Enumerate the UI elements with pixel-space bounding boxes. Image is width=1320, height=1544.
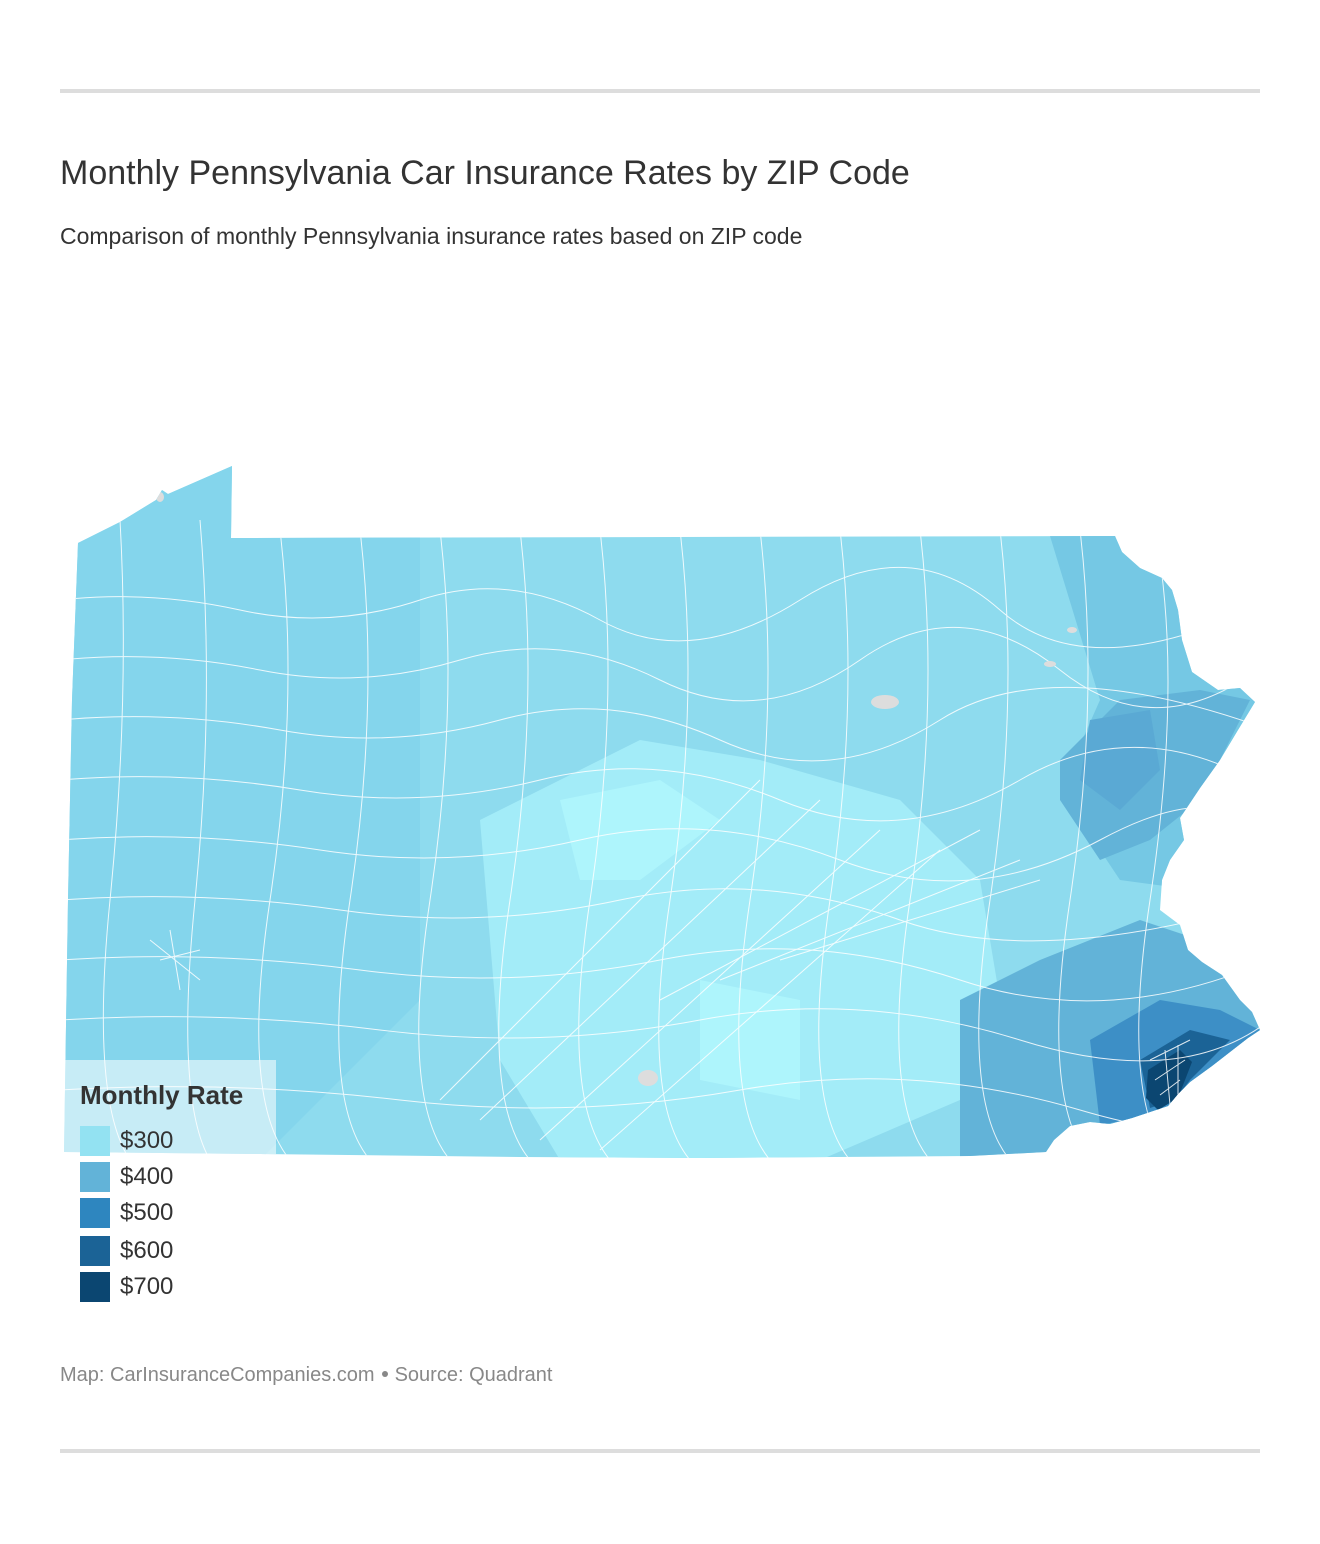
legend-label-700: $700 (120, 1273, 174, 1300)
legend-item-700: $700 (80, 1272, 173, 1302)
legend-swatch-400 (80, 1162, 110, 1192)
legend-swatch-500 (80, 1198, 110, 1228)
legend-title: Monthly Rate (80, 1080, 244, 1110)
zip-boundaries (64, 519, 1260, 1158)
legend-label-300: $300 (120, 1127, 174, 1154)
page-subtitle: Comparison of monthly Pennsylvania insur… (60, 223, 803, 249)
philadelphia-core-region (1146, 1050, 1192, 1110)
legend-label-500: $500 (120, 1199, 174, 1226)
legend-swatch-700 (80, 1272, 110, 1302)
lake-south (638, 1070, 658, 1086)
pennsylvania-choropleth-map (64, 466, 1260, 1158)
legend-label-400: $400 (120, 1163, 174, 1190)
south-central-light-region (700, 980, 800, 1100)
lake-northeast-small (1067, 627, 1077, 633)
legend-item-300: $300 (80, 1126, 173, 1156)
top-divider (60, 89, 1260, 93)
legend-item-400: $400 (80, 1162, 173, 1192)
west-region (64, 466, 420, 1158)
footer-credits: Map: CarInsuranceCompanies.com Source: Qu… (60, 1364, 552, 1387)
source-credit: Source: Quadrant (394, 1364, 553, 1386)
legend-label-600: $600 (120, 1237, 174, 1264)
lake-northeast (1044, 661, 1056, 667)
separator-dot-icon (381, 1371, 388, 1378)
legend-item-600: $600 (80, 1236, 173, 1266)
lake-north (871, 695, 899, 709)
map-credit: Map: CarInsuranceCompanies.com (60, 1364, 375, 1386)
bottom-divider (60, 1449, 1260, 1453)
legend-item-500: $500 (80, 1198, 173, 1228)
presque-isle (156, 492, 164, 502)
legend-swatch-300 (80, 1126, 110, 1156)
lehigh-region (1080, 710, 1160, 810)
page-title: Monthly Pennsylvania Car Insurance Rates… (60, 154, 910, 192)
legend-swatch-600 (80, 1236, 110, 1266)
